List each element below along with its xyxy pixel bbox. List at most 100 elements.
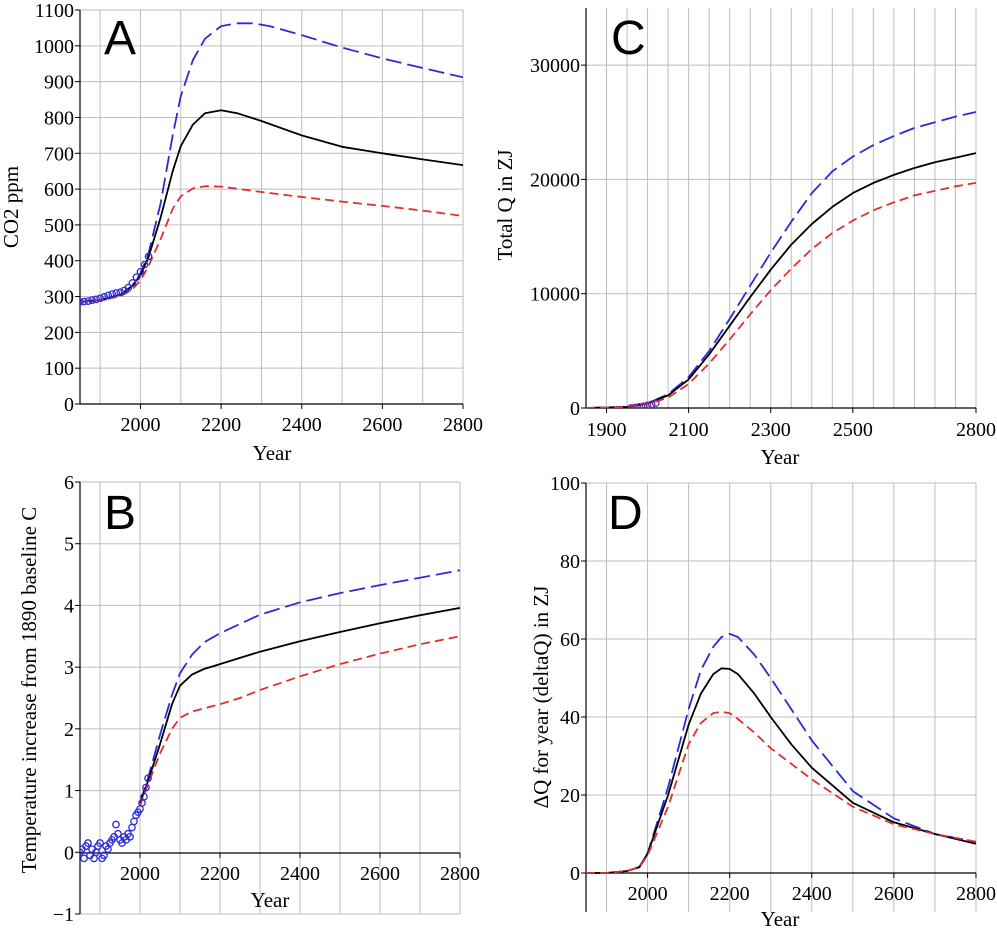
x-tick-label: 2300 xyxy=(751,419,791,441)
series-line-central xyxy=(139,607,460,804)
observation-point xyxy=(124,283,133,292)
series-line-low xyxy=(80,185,463,303)
x-tick-label: 2500 xyxy=(833,419,873,441)
observation-point xyxy=(142,783,150,792)
y-tick-label: 30000 xyxy=(530,55,580,77)
x-tick-label: 2600 xyxy=(362,414,402,436)
x-tick-label: 2200 xyxy=(710,883,750,905)
y-tick-label: 100 xyxy=(44,358,74,380)
x-tick-label: 2000 xyxy=(120,863,160,885)
y-tick-label: 0 xyxy=(64,394,74,416)
observation-point xyxy=(647,400,656,408)
y-tick-label: 20000 xyxy=(530,169,580,191)
x-axis-title: Year xyxy=(761,907,800,931)
chart-panel-c: 0 10000 20000 30000 1900 2100 2300 2500 2800 Year… xyxy=(493,8,996,469)
y-tick-label: 400 xyxy=(44,251,74,273)
y-tick-label: 1 xyxy=(64,781,74,803)
y-tick-label: 20 xyxy=(560,785,580,807)
y-tick-label: 0 xyxy=(570,398,580,420)
y-tick-label: 2 xyxy=(64,719,74,741)
y-tick-label: 0 xyxy=(64,842,74,864)
series-line-low xyxy=(586,711,976,874)
x-tick-label: 2000 xyxy=(628,883,668,905)
y-tick-label: 40 xyxy=(560,707,580,729)
observation-point xyxy=(116,288,125,297)
y-tick-label: 800 xyxy=(44,107,74,129)
y-tick-label: −1 xyxy=(53,904,74,926)
y-tick-label: 10000 xyxy=(530,284,580,306)
observation-point xyxy=(80,854,88,863)
observation-point xyxy=(136,267,145,276)
y-tick-label: 100 xyxy=(550,473,580,495)
y-tick-label: 1000 xyxy=(34,36,74,58)
series-line-high xyxy=(586,111,976,408)
panel-letter-d: D xyxy=(608,487,643,540)
series-line-high xyxy=(80,22,463,303)
observation-point xyxy=(96,839,104,847)
observation-point xyxy=(144,252,153,261)
panel-letter-a: A xyxy=(104,12,136,65)
y-tick-label: 300 xyxy=(44,287,74,309)
y-tick-label: 60 xyxy=(560,629,580,651)
chart-panel-d: 0 20 40 60 80 100 2000 2200 2400 2600 2800 Year ΔQ f… xyxy=(529,473,996,931)
y-tick-label: 1100 xyxy=(35,0,74,22)
x-tick-label: 1900 xyxy=(587,419,627,441)
panel-letter-c: C xyxy=(611,12,646,65)
x-tick-label: 2800 xyxy=(956,419,996,441)
series-line-central xyxy=(586,152,976,408)
x-tick-label: 2800 xyxy=(956,883,996,905)
observation-point xyxy=(112,289,121,297)
y-tick-label: 900 xyxy=(44,72,74,94)
observation-point xyxy=(627,404,636,408)
y-tick-label: 0 xyxy=(570,863,580,885)
observation-point xyxy=(144,774,152,783)
data-layer xyxy=(586,111,976,408)
observation-point xyxy=(128,823,136,832)
y-tick-label: 4 xyxy=(64,595,74,617)
y-tick-label: 500 xyxy=(44,215,74,237)
y-tick-label: 80 xyxy=(560,551,580,573)
observation-point xyxy=(84,839,92,847)
y-tick-label: 5 xyxy=(64,534,74,556)
observation-point xyxy=(126,833,134,841)
x-tick-label: 2600 xyxy=(360,863,400,885)
y-tick-label: 6 xyxy=(64,472,74,494)
data-layer xyxy=(586,633,976,874)
series-line-high xyxy=(586,633,976,874)
observation-point xyxy=(140,260,149,269)
y-tick-label: 200 xyxy=(44,322,74,344)
observation-point xyxy=(639,402,648,408)
x-axis-title: Year xyxy=(253,441,292,465)
observation-point xyxy=(132,273,141,282)
observation-point xyxy=(651,399,660,408)
observation-point xyxy=(112,820,120,829)
observation-point xyxy=(643,401,652,408)
x-tick-label: 2800 xyxy=(440,863,480,885)
observation-point xyxy=(100,293,109,301)
x-tick-label: 2800 xyxy=(443,414,483,436)
y-tick-label: 700 xyxy=(44,143,74,165)
observation-point xyxy=(104,291,113,300)
observation-point xyxy=(128,279,137,287)
y-axis-title: Total Q in ZJ xyxy=(493,149,517,260)
x-tick-label: 2600 xyxy=(874,883,914,905)
x-tick-label: 2000 xyxy=(120,414,160,436)
observation-point xyxy=(80,298,84,306)
x-axis-title: Year xyxy=(761,445,800,469)
observation-point xyxy=(140,792,148,801)
x-tick-label: 2400 xyxy=(792,883,832,905)
observation-point xyxy=(100,851,108,860)
observation-point xyxy=(92,295,100,304)
y-axis-title: CO2 ppm xyxy=(0,166,23,248)
series-line-low xyxy=(586,182,976,408)
chart-panel-b: −1 0 1 2 3 4 5 6 2000 2200 2400 2600 2800 Year Tempera… xyxy=(17,472,480,926)
observation-point xyxy=(635,403,644,408)
x-axis-title: Year xyxy=(251,888,290,912)
x-tick-label: 2400 xyxy=(280,863,320,885)
x-tick-label: 2400 xyxy=(282,414,322,436)
observation-point xyxy=(130,817,138,826)
observation-point xyxy=(631,403,640,408)
observation-point xyxy=(84,297,92,306)
y-axis-title: ΔQ for year (deltaQ) in ZJ xyxy=(529,586,553,809)
